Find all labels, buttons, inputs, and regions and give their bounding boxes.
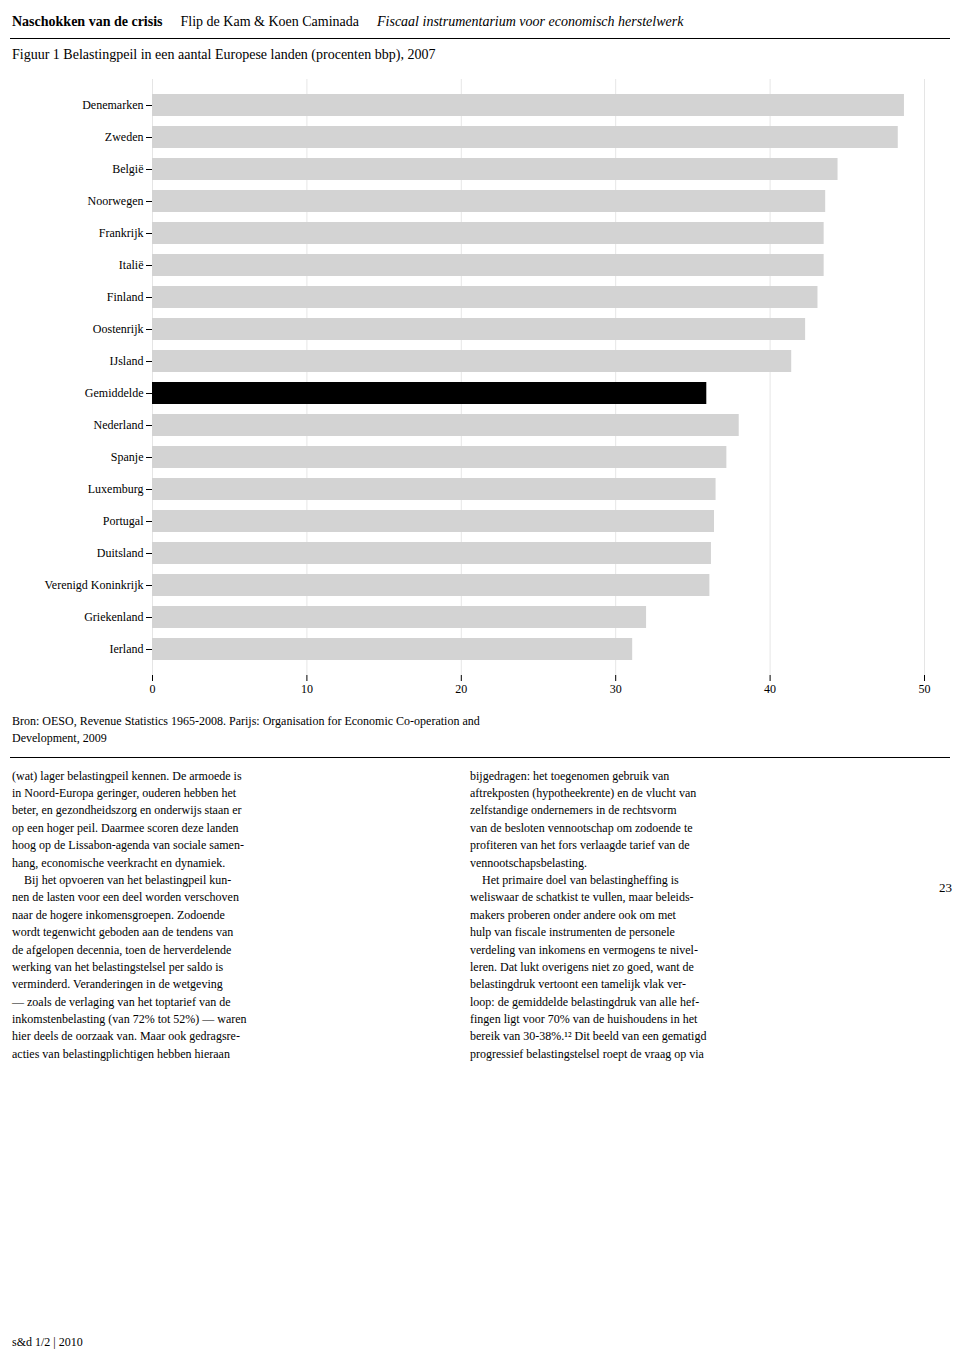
svg-text:Denemarken: Denemarken	[82, 98, 143, 112]
svg-text:Gemiddelde: Gemiddelde	[85, 386, 144, 400]
svg-text:Luxemburg: Luxemburg	[88, 482, 144, 496]
svg-text:Duitsland: Duitsland	[97, 546, 144, 560]
svg-text:Portugal: Portugal	[103, 514, 144, 528]
svg-text:Ierland: Ierland	[110, 642, 144, 656]
svg-text:20: 20	[455, 682, 467, 696]
html-text:Fiscaal instrumentarium voor e: Fiscaal instrumentarium voor economisch …	[377, 14, 684, 29]
html-text:Bron: OESO, Revenue Statistics: Bron: OESO, Revenue Statistics 1965-2008…	[12, 714, 480, 728]
html-text:Figuur 1 Belastingpeil in een: Figuur 1 Belastingpeil in een aantal Eur…	[12, 47, 436, 62]
html-text:(wat) lager belastingpeil kenn: (wat) lager belastingpeil kennen. De arm…	[12, 768, 247, 1061]
svg-text:Frankrijk: Frankrijk	[99, 226, 144, 240]
svg-text:Noorwegen: Noorwegen	[88, 194, 144, 208]
svg-text:40: 40	[764, 682, 776, 696]
html-text:Flip de Kam & Koen Caminada: Flip de Kam & Koen Caminada	[180, 14, 359, 29]
svg-text:IJsland: IJsland	[110, 354, 144, 368]
svg-text:0: 0	[150, 682, 156, 696]
svg-text:Verenigd Koninkrijk: Verenigd Koninkrijk	[45, 578, 144, 592]
svg-text:Griekenland: Griekenland	[84, 610, 143, 624]
html-text:s&d 1/2 | 2010: s&d 1/2 | 2010	[12, 1335, 83, 1349]
svg-text:30: 30	[610, 682, 622, 696]
svg-text:Spanje: Spanje	[111, 450, 144, 464]
svg-text:Nederland: Nederland	[94, 418, 144, 432]
svg-text:10: 10	[301, 682, 313, 696]
svg-text:België: België	[112, 162, 143, 176]
html-text:23: 23	[939, 880, 952, 895]
svg-text:Italië: Italië	[119, 258, 144, 272]
html-text:bijgedragen: het toegenomen ge: bijgedragen: het toegenomen gebruik van …	[470, 768, 707, 1061]
svg-text:Oostenrijk: Oostenrijk	[93, 322, 144, 336]
html-text:Development, 2009: Development, 2009	[12, 730, 107, 745]
html-text:Naschokken van de crisis: Naschokken van de crisis	[12, 14, 163, 29]
svg-text:50: 50	[919, 682, 931, 696]
svg-text:Finland: Finland	[107, 290, 144, 304]
svg-text:Zweden: Zweden	[105, 130, 144, 144]
